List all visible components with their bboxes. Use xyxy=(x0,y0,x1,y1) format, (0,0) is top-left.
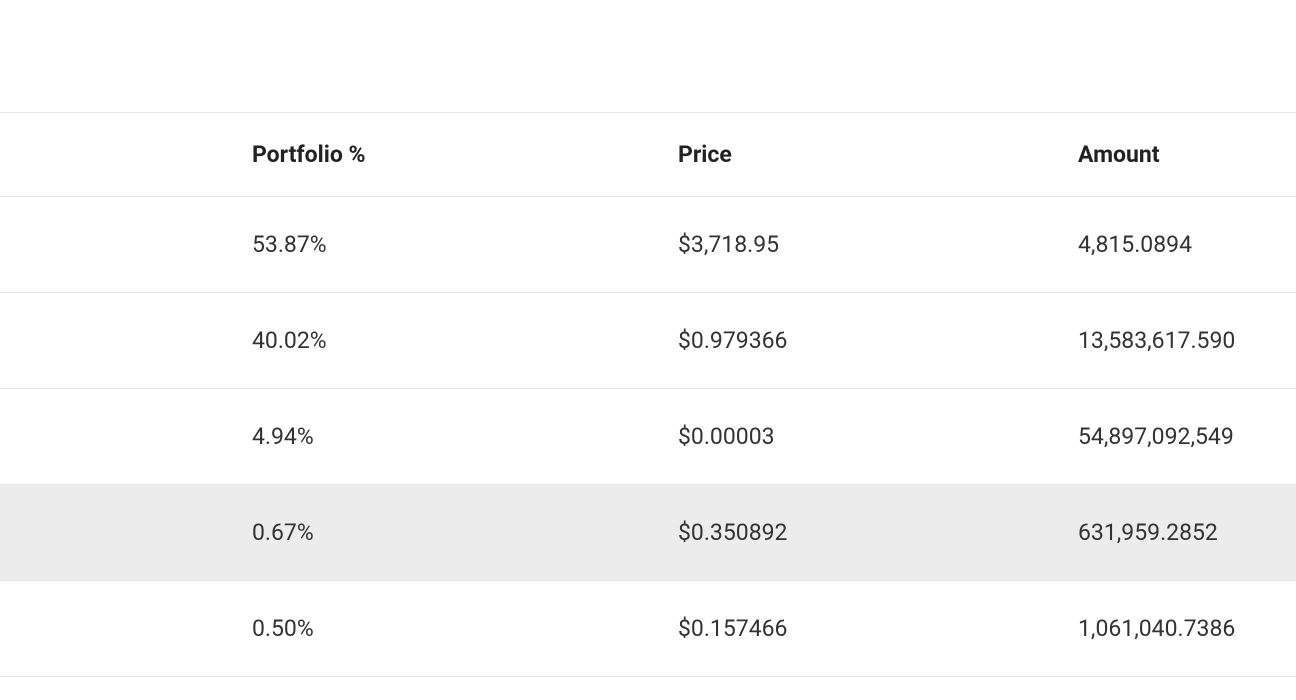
portfolio-table: Portfolio % Price Amount 53.87% $3,718.9… xyxy=(0,112,1296,677)
cell-amount: 4,815.0894 xyxy=(1078,197,1296,293)
table-header-row: Portfolio % Price Amount xyxy=(0,113,1296,197)
table-row[interactable]: 4.94% $0.00003 54,897,092,549 xyxy=(0,389,1296,485)
cell-blank xyxy=(0,389,252,485)
table-row[interactable]: 0.67% $0.350892 631,959.2852 xyxy=(0,485,1296,581)
table-row[interactable]: 40.02% $0.979366 13,583,617.590 xyxy=(0,293,1296,389)
table-header-amount[interactable]: Amount xyxy=(1078,113,1296,197)
table-body: 53.87% $3,718.95 4,815.0894 40.02% $0.97… xyxy=(0,197,1296,677)
cell-portfolio-pct: 53.87% xyxy=(252,197,678,293)
cell-portfolio-pct: 4.94% xyxy=(252,389,678,485)
cell-price: $0.00003 xyxy=(678,389,1078,485)
cell-price: $3,718.95 xyxy=(678,197,1078,293)
cell-portfolio-pct: 0.67% xyxy=(252,485,678,581)
cell-blank xyxy=(0,197,252,293)
cell-amount: 1,061,040.7386 xyxy=(1078,581,1296,677)
table-header-portfolio-pct[interactable]: Portfolio % xyxy=(252,113,678,197)
cell-price: $0.350892 xyxy=(678,485,1078,581)
cell-portfolio-pct: 40.02% xyxy=(252,293,678,389)
cell-portfolio-pct: 0.50% xyxy=(252,581,678,677)
table-header-blank xyxy=(0,113,252,197)
cell-price: $0.157466 xyxy=(678,581,1078,677)
table-row[interactable]: 53.87% $3,718.95 4,815.0894 xyxy=(0,197,1296,293)
cell-price: $0.979366 xyxy=(678,293,1078,389)
table-header-price[interactable]: Price xyxy=(678,113,1078,197)
top-spacer xyxy=(0,0,1296,112)
cell-amount: 13,583,617.590 xyxy=(1078,293,1296,389)
cell-amount: 54,897,092,549 xyxy=(1078,389,1296,485)
cell-blank xyxy=(0,485,252,581)
cell-amount: 631,959.2852 xyxy=(1078,485,1296,581)
cell-blank xyxy=(0,293,252,389)
cell-blank xyxy=(0,581,252,677)
table-row[interactable]: 0.50% $0.157466 1,061,040.7386 xyxy=(0,581,1296,677)
